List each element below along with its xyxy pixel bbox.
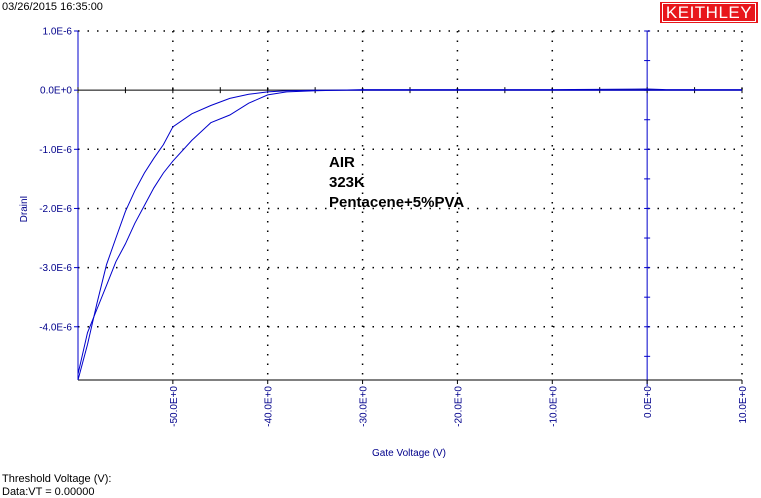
series-line-1: [77, 89, 742, 381]
timestamp: 03/26/2015 16:35:00: [2, 1, 103, 13]
y-tick-label: -2.0E-6: [39, 204, 72, 215]
ticks: 1.0E-6 0.0E+0 -1.0E-6 -2.0E-6 -3.0E-6 -4.0E-6…: [39, 27, 749, 427]
x-tick-label: 10.0E+0: [738, 386, 749, 424]
y-tick-label: 0.0E+0: [40, 86, 72, 97]
y-tick-label: -4.0E-6: [39, 322, 72, 333]
annotation-block: AIR 323K Pentacene+5%PVA: [329, 154, 464, 211]
x-axis-title: Gate Voltage (V): [372, 448, 446, 459]
keithley-logo: KEITHLEY: [660, 2, 758, 23]
logo-text: KEITHLEY: [661, 3, 757, 22]
annotation-temperature: 323K: [329, 174, 365, 191]
x-tick-label: 0.0E+0: [643, 386, 654, 418]
x-tick-label: -30.0E+0: [359, 386, 370, 427]
y-tick-label: -1.0E-6: [39, 145, 72, 156]
series-line-2: [77, 88, 742, 375]
x-tick-label: -40.0E+0: [264, 386, 275, 427]
x-tick-label: -10.0E+0: [548, 386, 559, 427]
x-tick-label: -50.0E+0: [169, 386, 180, 427]
threshold-voltage-value: Data:VT = 0.00000: [2, 486, 95, 498]
y-axis-title: DrainI: [19, 196, 30, 223]
annotation-material: Pentacene+5%PVA: [329, 194, 464, 211]
threshold-voltage-label: Threshold Voltage (V):: [2, 473, 112, 485]
annotation-atmosphere: AIR: [329, 154, 355, 171]
y-tick-label: 1.0E-6: [43, 27, 73, 38]
series: [77, 88, 742, 381]
x-tick-label: -20.0E+0: [453, 386, 464, 427]
y-tick-label: -3.0E-6: [39, 263, 72, 274]
